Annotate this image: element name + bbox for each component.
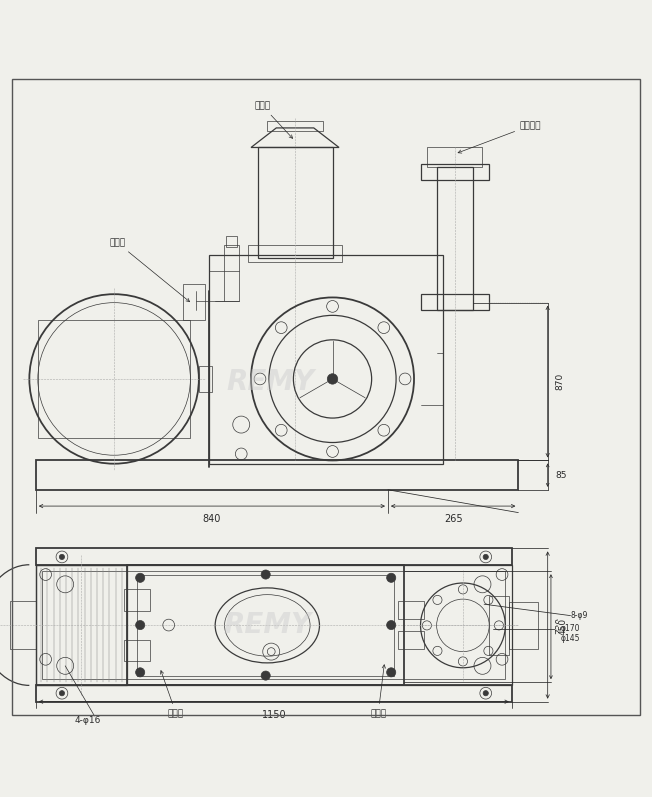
Bar bbox=[36, 565, 127, 685]
Text: REMY: REMY bbox=[223, 611, 312, 639]
Bar bbox=[489, 595, 509, 655]
Bar bbox=[127, 565, 404, 685]
Text: 720: 720 bbox=[556, 617, 565, 634]
Bar bbox=[421, 294, 489, 311]
Bar bbox=[124, 589, 150, 611]
Text: 870: 870 bbox=[556, 373, 565, 391]
Text: 电磁阀: 电磁阀 bbox=[110, 238, 190, 302]
Circle shape bbox=[136, 621, 145, 630]
Text: 进气口盖: 进气口盖 bbox=[458, 121, 541, 153]
Bar bbox=[199, 366, 212, 392]
Circle shape bbox=[59, 690, 65, 696]
Bar bbox=[398, 631, 424, 650]
Bar bbox=[209, 255, 443, 464]
Circle shape bbox=[136, 573, 145, 583]
Circle shape bbox=[387, 573, 396, 583]
Circle shape bbox=[261, 570, 270, 579]
Text: 85: 85 bbox=[556, 470, 567, 480]
Text: 265: 265 bbox=[444, 514, 462, 524]
Text: 8-φ9: 8-φ9 bbox=[570, 611, 588, 620]
Text: 加油盖: 加油盖 bbox=[160, 670, 184, 718]
Text: 840: 840 bbox=[203, 514, 221, 524]
Bar bbox=[421, 163, 489, 180]
Bar bbox=[437, 167, 473, 311]
Text: 排气帽: 排气帽 bbox=[254, 101, 293, 139]
Circle shape bbox=[483, 690, 488, 696]
Bar bbox=[258, 147, 333, 258]
Bar bbox=[398, 601, 424, 619]
Text: 1150: 1150 bbox=[261, 710, 286, 720]
Bar bbox=[42, 571, 505, 679]
Circle shape bbox=[483, 555, 488, 559]
Bar bbox=[36, 461, 518, 490]
Circle shape bbox=[327, 374, 338, 384]
Bar bbox=[38, 320, 190, 438]
Bar bbox=[224, 245, 239, 300]
Bar bbox=[10, 601, 36, 650]
Circle shape bbox=[136, 668, 145, 677]
Text: REMY: REMY bbox=[226, 368, 315, 396]
Bar bbox=[267, 121, 323, 132]
Text: 450: 450 bbox=[559, 618, 568, 635]
Bar bbox=[226, 235, 237, 247]
Text: 放油盖: 放油盖 bbox=[370, 665, 386, 718]
Bar bbox=[509, 602, 538, 649]
Circle shape bbox=[387, 621, 396, 630]
Text: φ170: φ170 bbox=[561, 624, 580, 633]
Circle shape bbox=[387, 668, 396, 677]
Bar bbox=[36, 685, 512, 701]
Bar bbox=[183, 285, 205, 320]
Circle shape bbox=[261, 671, 270, 680]
Bar bbox=[124, 639, 150, 662]
Bar bbox=[137, 575, 394, 676]
Text: 4-φ16: 4-φ16 bbox=[75, 716, 101, 725]
Bar bbox=[248, 245, 342, 261]
Text: φ145: φ145 bbox=[561, 634, 580, 643]
Circle shape bbox=[59, 555, 65, 559]
Bar bbox=[36, 548, 512, 565]
Bar bbox=[427, 147, 482, 167]
Bar bbox=[36, 565, 512, 685]
